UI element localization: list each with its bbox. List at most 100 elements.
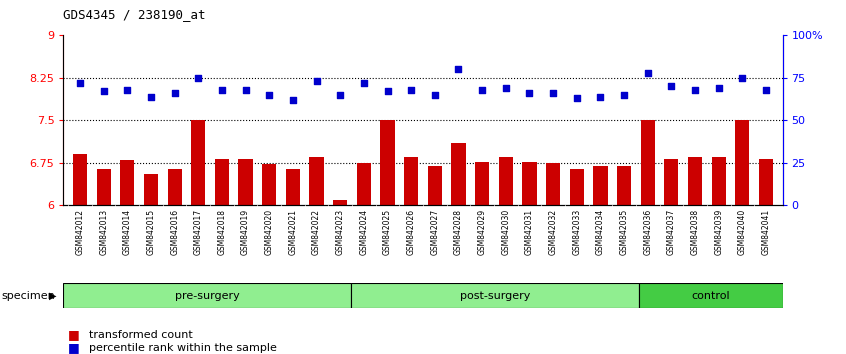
Point: [735, 75, 749, 81]
Bar: [569, 169, 584, 205]
Point: [712, 85, 726, 91]
Point: [618, 92, 631, 98]
Point: [594, 94, 607, 99]
Bar: [452, 143, 465, 205]
Bar: [593, 166, 607, 205]
Point: [547, 90, 560, 96]
Text: post-surgery: post-surgery: [459, 291, 530, 301]
Text: GSM842028: GSM842028: [454, 209, 463, 255]
Text: GSM842027: GSM842027: [431, 209, 439, 255]
Bar: [617, 166, 631, 205]
Point: [475, 87, 489, 93]
Text: ■: ■: [68, 328, 80, 341]
Point: [286, 97, 299, 103]
Text: GSM842032: GSM842032: [548, 209, 558, 255]
Point: [239, 87, 252, 93]
Text: GSM842041: GSM842041: [761, 209, 771, 255]
Point: [215, 87, 228, 93]
Text: specimen: specimen: [2, 291, 56, 301]
Text: ■: ■: [68, 341, 80, 354]
Bar: [735, 120, 750, 205]
Text: GSM842038: GSM842038: [690, 209, 700, 255]
Bar: [239, 159, 253, 205]
Bar: [688, 157, 702, 205]
Bar: [404, 157, 418, 205]
Bar: [357, 163, 371, 205]
Text: GSM842030: GSM842030: [502, 209, 510, 256]
Text: GSM842020: GSM842020: [265, 209, 274, 255]
Text: GSM842013: GSM842013: [99, 209, 108, 255]
Text: GSM842037: GSM842037: [667, 209, 676, 256]
Bar: [286, 169, 300, 205]
Text: percentile rank within the sample: percentile rank within the sample: [89, 343, 277, 353]
Text: GSM842016: GSM842016: [170, 209, 179, 255]
Point: [357, 80, 371, 86]
Point: [404, 87, 418, 93]
Bar: [333, 200, 348, 205]
Point: [262, 92, 276, 98]
Text: GSM842031: GSM842031: [525, 209, 534, 255]
Bar: [73, 154, 87, 205]
Point: [144, 94, 157, 99]
Bar: [498, 157, 513, 205]
Text: GSM842019: GSM842019: [241, 209, 250, 255]
Text: GSM842021: GSM842021: [288, 209, 298, 255]
Text: GSM842022: GSM842022: [312, 209, 321, 255]
Bar: [262, 164, 277, 205]
Point: [74, 80, 87, 86]
Text: GSM842026: GSM842026: [407, 209, 415, 255]
Point: [689, 87, 702, 93]
Text: transformed count: transformed count: [89, 330, 193, 339]
Text: GSM842033: GSM842033: [572, 209, 581, 256]
Point: [499, 85, 513, 91]
Text: GSM842018: GSM842018: [217, 209, 227, 255]
Bar: [96, 169, 111, 205]
Bar: [63, 283, 351, 308]
Point: [168, 90, 181, 96]
Text: GSM842034: GSM842034: [596, 209, 605, 256]
Text: GSM842015: GSM842015: [146, 209, 156, 255]
Point: [570, 96, 584, 101]
Bar: [759, 159, 773, 205]
Text: control: control: [691, 291, 730, 301]
Point: [641, 70, 655, 76]
Point: [381, 88, 394, 94]
Text: GSM842014: GSM842014: [123, 209, 132, 255]
Text: GSM842035: GSM842035: [619, 209, 629, 256]
Bar: [191, 120, 206, 205]
Point: [310, 79, 323, 84]
Text: pre-surgery: pre-surgery: [175, 291, 239, 301]
Point: [97, 88, 111, 94]
Bar: [711, 157, 726, 205]
Point: [428, 92, 442, 98]
Text: GSM842036: GSM842036: [643, 209, 652, 256]
Point: [191, 75, 205, 81]
Text: GSM842012: GSM842012: [75, 209, 85, 255]
Text: GSM842025: GSM842025: [383, 209, 392, 255]
Bar: [168, 169, 182, 205]
Text: GSM842023: GSM842023: [336, 209, 344, 255]
Bar: [428, 166, 442, 205]
Point: [452, 67, 465, 72]
Bar: [144, 174, 158, 205]
Bar: [215, 159, 229, 205]
Bar: [120, 160, 135, 205]
Bar: [381, 120, 394, 205]
Bar: [546, 163, 560, 205]
Text: GDS4345 / 238190_at: GDS4345 / 238190_at: [63, 8, 206, 21]
Text: GSM842017: GSM842017: [194, 209, 203, 255]
Text: GSM842024: GSM842024: [360, 209, 368, 255]
Text: GSM842039: GSM842039: [714, 209, 723, 256]
Bar: [522, 162, 536, 205]
Bar: [351, 283, 639, 308]
Bar: [475, 162, 489, 205]
Point: [333, 92, 347, 98]
Point: [665, 84, 678, 89]
Text: GSM842040: GSM842040: [738, 209, 747, 256]
Point: [523, 90, 536, 96]
Bar: [640, 120, 655, 205]
Bar: [639, 283, 783, 308]
Bar: [310, 157, 324, 205]
Point: [759, 87, 772, 93]
Text: ▶: ▶: [49, 291, 57, 301]
